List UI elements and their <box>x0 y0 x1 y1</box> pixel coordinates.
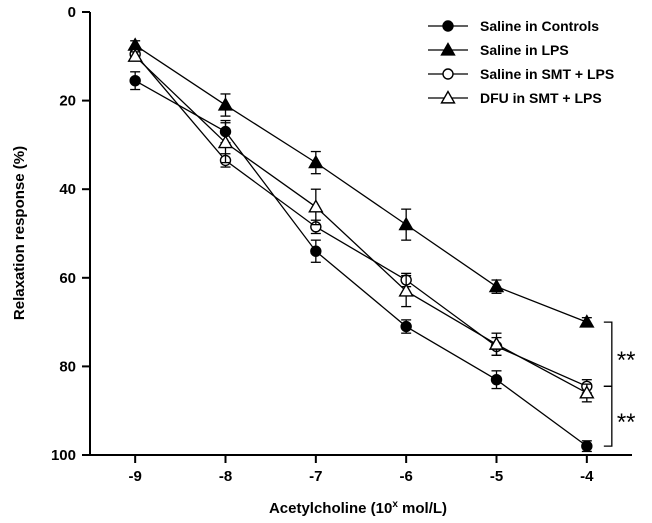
legend-label: Saline in LPS <box>480 42 569 58</box>
significance-annotations: ** ** <box>603 321 636 447</box>
y-tick-label: 20 <box>59 93 76 110</box>
data-point <box>579 385 595 399</box>
legend-label: DFU in SMT + LPS <box>480 90 602 106</box>
plot-area <box>127 37 595 453</box>
significance-label: ** <box>617 347 636 374</box>
legend-label: Saline in Controls <box>480 18 599 34</box>
data-point <box>490 373 503 386</box>
x-axis-title: Acetylcholine (10x mol/L) <box>269 499 447 517</box>
significance-bracket: ** <box>603 321 636 387</box>
data-point <box>217 97 234 111</box>
x-tick-label: -9 <box>128 468 141 485</box>
x-tick-label: -4 <box>580 468 594 485</box>
data-point <box>398 216 414 231</box>
series-line <box>134 55 588 394</box>
legend-item-saline-in-smt-lps: Saline in SMT + LPS <box>428 66 614 82</box>
x-axis-title-main: Acetylcholine (10 <box>269 500 392 517</box>
data-point <box>129 74 141 87</box>
legend-marker <box>442 68 454 80</box>
series-dfu-in-smt-lps <box>127 48 595 403</box>
y-tick-label: 40 <box>59 181 76 198</box>
data-point <box>127 48 143 62</box>
legend-marker <box>440 42 456 56</box>
x-tick-label: -7 <box>309 468 322 485</box>
bracket-line <box>603 385 613 447</box>
x-tick-label: -8 <box>219 468 232 485</box>
x-tick-label: -5 <box>490 468 503 485</box>
series-line <box>134 80 588 447</box>
legend-item-dfu-in-smt-lps: DFU in SMT + LPS <box>428 90 602 106</box>
legend-marker <box>442 20 454 32</box>
data-point <box>400 320 412 333</box>
y-tick-label: 80 <box>59 358 76 375</box>
y-tick-label: 60 <box>59 270 76 287</box>
data-point <box>310 245 322 257</box>
legend-label: Saline in SMT + LPS <box>480 66 614 82</box>
x-axis-title-superscript: x <box>392 499 398 510</box>
y-axis-title: Relaxation response (%) <box>11 146 28 320</box>
legend-item-saline-in-controls: Saline in Controls <box>428 18 599 34</box>
series-saline-in-lps <box>127 37 595 328</box>
legend: Saline in Controls Saline in LPS Saline in… <box>428 18 614 106</box>
data-point <box>488 336 505 350</box>
data-point <box>488 278 505 293</box>
axes: 0 20 40 60 80 100 -9 -8 -7 -6 -5 -4 <box>51 4 632 485</box>
data-point <box>398 283 414 297</box>
legend-marker <box>440 90 456 104</box>
series-line <box>134 44 588 323</box>
data-point <box>308 154 324 169</box>
bracket-line <box>603 321 613 387</box>
data-point <box>308 199 324 213</box>
legend-item-saline-in-lps: Saline in LPS <box>428 42 569 58</box>
data-point <box>217 134 234 149</box>
y-tick-label: 100 <box>51 447 76 464</box>
y-tick-label: 0 <box>68 4 76 21</box>
data-point <box>581 440 593 452</box>
data-point <box>579 314 595 328</box>
significance-label: ** <box>617 409 636 436</box>
significance-bracket: ** <box>603 385 636 447</box>
x-axis-title-unit: mol/L) <box>398 500 447 517</box>
x-tick-label: -6 <box>399 468 412 485</box>
